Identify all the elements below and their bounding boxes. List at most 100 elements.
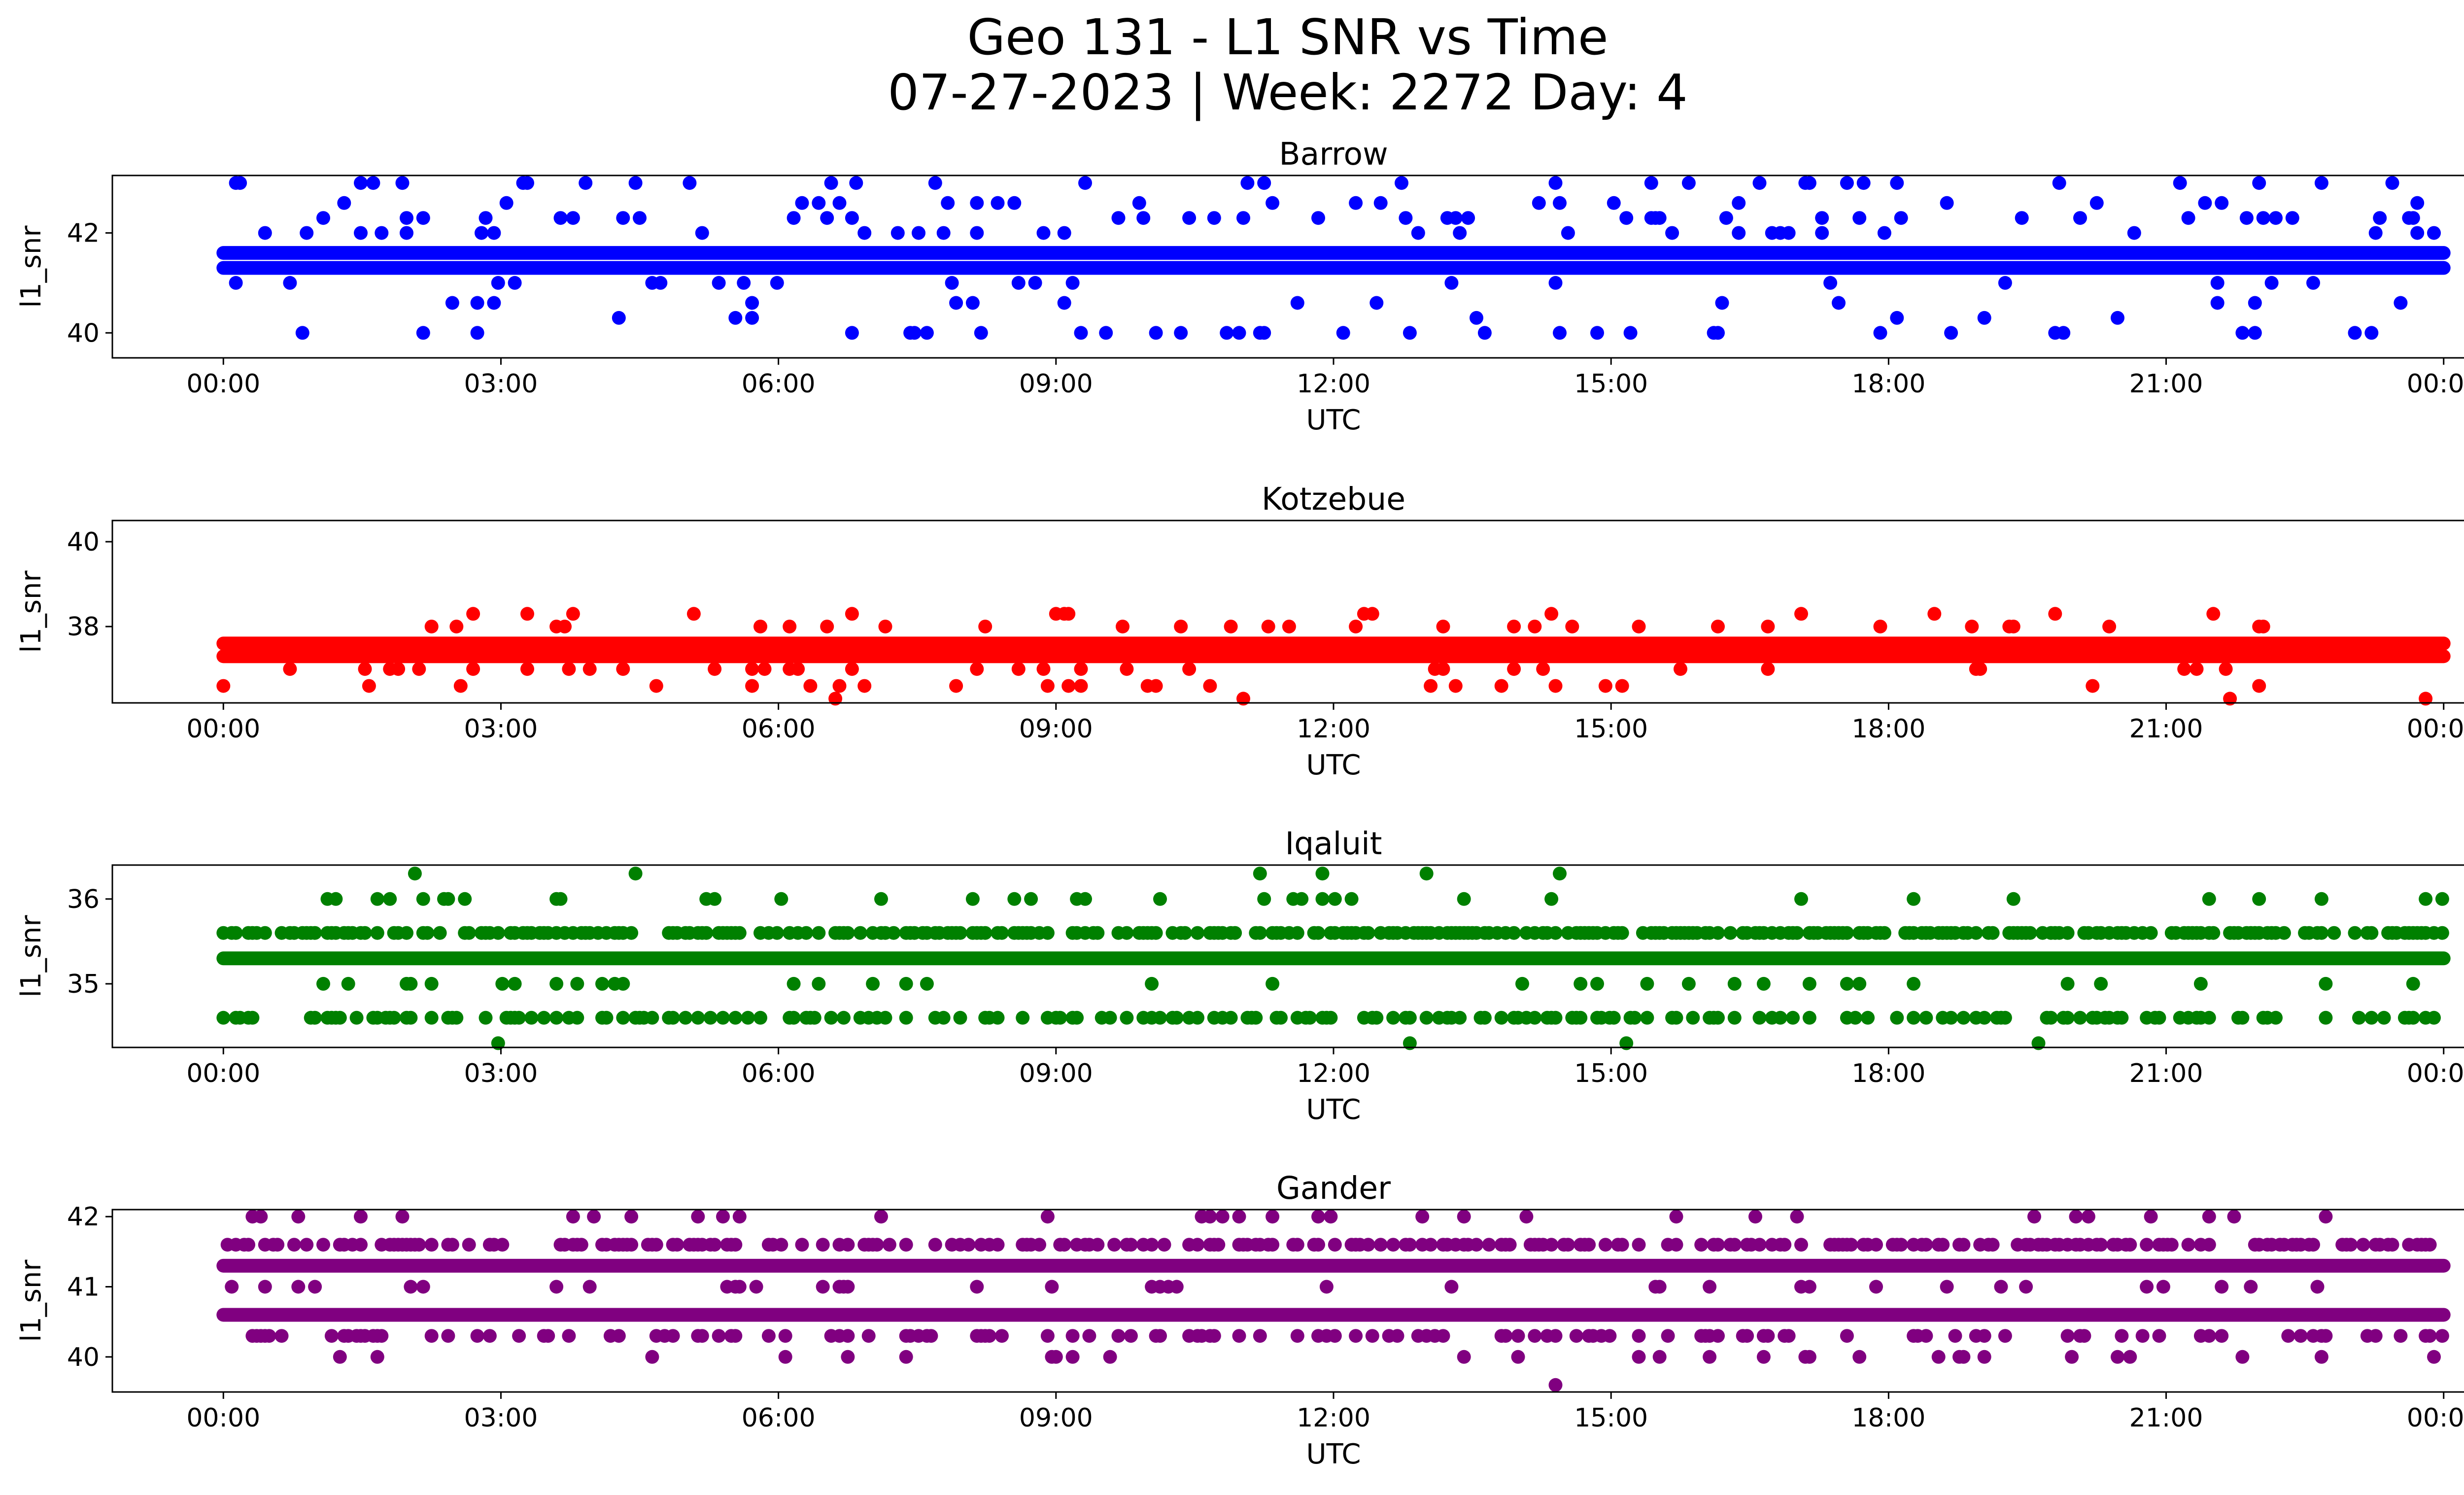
data-point (274, 1329, 289, 1343)
data-point (1057, 1238, 1071, 1252)
data-point (1727, 1010, 1742, 1025)
data-point (291, 1280, 306, 1294)
data-point (1927, 607, 1942, 621)
data-point (2031, 1036, 2046, 1050)
data-point (2140, 1238, 2154, 1252)
subplot-title: Kotzebue (1262, 481, 1405, 517)
data-point (2206, 607, 2221, 621)
data-point (479, 1010, 493, 1025)
data-point (1669, 1010, 1683, 1025)
data-point (633, 211, 647, 225)
data-point (462, 926, 476, 940)
data-point (1311, 1238, 1325, 1252)
data-point (874, 1210, 888, 1224)
data-point (308, 1280, 322, 1294)
x-tick-label: 00:00 (2407, 369, 2464, 399)
data-point-band (216, 951, 2451, 966)
data-point (462, 1238, 476, 1252)
data-point (225, 1280, 239, 1294)
data-point (1207, 1329, 1221, 1343)
data-point (1295, 892, 1309, 906)
x-tick-label: 18:00 (1851, 369, 1925, 399)
data-point (1574, 976, 1588, 991)
data-point (1944, 326, 1958, 340)
data-point (2364, 326, 2379, 340)
data-point (491, 276, 505, 290)
data-point (1361, 1238, 1375, 1252)
data-point (1074, 662, 1088, 676)
data-point (1328, 1238, 1342, 1252)
data-point (1615, 926, 1629, 940)
data-point (2248, 326, 2262, 340)
x-tick-label: 06:00 (742, 1059, 816, 1088)
data-point (2006, 892, 2020, 906)
data-point (965, 296, 980, 310)
data-point (1457, 892, 1471, 906)
data-point (570, 1010, 584, 1025)
data-point (928, 176, 942, 190)
data-point (899, 1238, 913, 1252)
data-point (2094, 976, 2108, 991)
data-point (1761, 1329, 1775, 1343)
data-point (300, 1238, 314, 1252)
data-point (1344, 892, 1359, 906)
data-point (441, 892, 455, 906)
data-point (2306, 276, 2320, 290)
data-point (787, 211, 801, 225)
data-point (2252, 176, 2266, 190)
data-point (2210, 276, 2224, 290)
data-point (1553, 196, 1567, 210)
data-point (2419, 892, 2433, 906)
data-point (1477, 1010, 1492, 1025)
data-point (1582, 1238, 1596, 1252)
data-point (1977, 1329, 1991, 1343)
data-point (1074, 326, 1088, 340)
data-point (1311, 926, 1325, 940)
data-point (887, 926, 901, 940)
data-point (262, 1329, 276, 1343)
data-point (716, 1010, 730, 1025)
data-point (316, 211, 330, 225)
data-point (2202, 1238, 2216, 1252)
data-point (824, 1010, 838, 1025)
data-point (1182, 211, 1197, 225)
data-point (2111, 311, 2124, 325)
data-point (732, 926, 747, 940)
data-point (1548, 679, 1563, 693)
data-point (333, 1350, 347, 1364)
data-point (420, 926, 435, 940)
data-point (1590, 326, 1604, 340)
data-point (2048, 607, 2062, 621)
data-point (1007, 196, 1022, 210)
data-point (1815, 226, 1829, 240)
data-point (941, 196, 955, 210)
data-point (2352, 1010, 2366, 1025)
data-point (899, 1010, 913, 1025)
data-point (1956, 1010, 1971, 1025)
data-point (582, 662, 597, 676)
data-point (774, 1238, 788, 1252)
data-point (1840, 926, 1854, 940)
data-point (1507, 662, 1521, 676)
data-point (424, 1010, 439, 1025)
data-point (2193, 976, 2208, 991)
data-point (1203, 679, 1217, 693)
data-point (1873, 326, 1887, 340)
data-point (2314, 1350, 2328, 1364)
data-point (2077, 1329, 2091, 1343)
y-tick-label: 42 (67, 219, 100, 248)
data-point (2319, 976, 2333, 991)
data-point (728, 1329, 743, 1343)
data-point (1615, 679, 1629, 693)
data-point (549, 1280, 564, 1294)
data-point (982, 1329, 996, 1343)
data-point (1632, 1238, 1646, 1252)
data-point (2060, 1010, 2075, 1025)
data-point (1290, 1329, 1304, 1343)
data-point (745, 311, 759, 325)
data-point (508, 276, 522, 290)
data-point (1544, 892, 1559, 906)
data-point (1403, 1238, 1417, 1252)
data-point (965, 892, 980, 906)
data-point (2060, 976, 2075, 991)
